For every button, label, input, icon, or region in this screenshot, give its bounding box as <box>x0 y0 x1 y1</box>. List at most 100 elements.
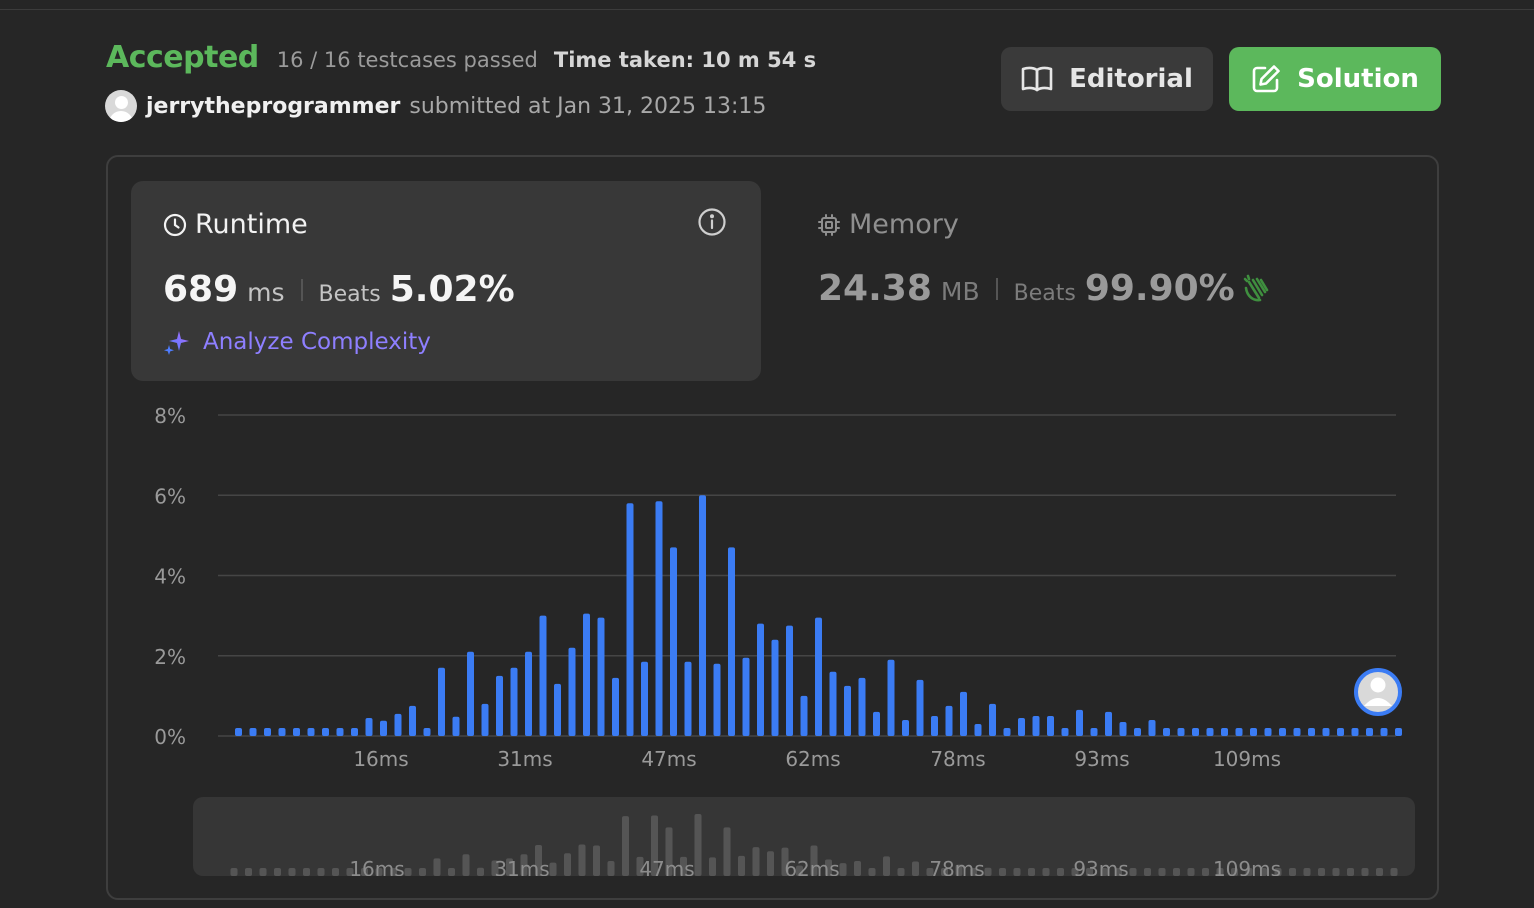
histogram-bar[interactable] <box>916 679 924 736</box>
histogram-bar[interactable] <box>1047 715 1054 736</box>
histogram-bar[interactable] <box>742 657 750 736</box>
histogram-bar[interactable] <box>438 667 445 736</box>
histogram-bar[interactable] <box>771 639 779 736</box>
histogram-bar[interactable] <box>1105 711 1112 736</box>
histogram-bar[interactable] <box>278 727 286 736</box>
histogram-bar[interactable] <box>713 663 721 736</box>
histogram-bar[interactable] <box>1221 727 1228 736</box>
histogram-bar[interactable] <box>525 651 532 736</box>
histogram-bar[interactable] <box>1395 727 1402 736</box>
histogram-bar[interactable] <box>655 501 663 736</box>
histogram-bar[interactable] <box>1032 715 1040 736</box>
user-position-marker[interactable] <box>1354 668 1402 716</box>
histogram-bar[interactable] <box>1076 709 1083 736</box>
histogram-bar[interactable] <box>670 547 677 736</box>
histogram-bar[interactable] <box>887 659 895 736</box>
histogram-bar[interactable] <box>510 667 518 736</box>
histogram-bar[interactable] <box>1163 727 1170 736</box>
overview-x-tick-label: 47ms <box>639 857 694 876</box>
histogram-bar[interactable] <box>467 651 474 736</box>
histogram-bar[interactable] <box>235 727 242 736</box>
histogram-bar[interactable] <box>757 623 764 736</box>
histogram-bar[interactable] <box>1380 727 1388 736</box>
histogram-bar[interactable] <box>1235 727 1243 736</box>
editorial-button[interactable]: Editorial <box>1001 47 1213 111</box>
histogram-bar[interactable] <box>597 617 605 736</box>
histogram-bar[interactable] <box>974 723 982 736</box>
histogram-bar[interactable] <box>829 671 837 736</box>
histogram-bar[interactable] <box>1322 727 1330 736</box>
info-icon[interactable] <box>697 207 727 237</box>
username-link[interactable]: jerrytheprogrammer <box>146 93 401 119</box>
histogram-bar[interactable] <box>394 713 402 736</box>
histogram-bar[interactable] <box>249 727 257 736</box>
histogram-bar[interactable] <box>612 677 619 736</box>
histogram-bar[interactable] <box>815 617 822 736</box>
histogram-bar[interactable] <box>684 661 692 736</box>
histogram-bar[interactable] <box>409 705 416 736</box>
analyze-complexity-link[interactable]: Analyze Complexity <box>163 327 431 357</box>
histogram-bar[interactable] <box>931 715 938 736</box>
histogram-bar[interactable] <box>873 711 880 736</box>
histogram-bar[interactable] <box>960 691 967 736</box>
histogram-bar[interactable] <box>1366 727 1373 736</box>
histogram-bar[interactable] <box>989 703 996 736</box>
histogram-bar[interactable] <box>1279 727 1286 736</box>
histogram-bar[interactable] <box>800 695 808 736</box>
histogram-bar[interactable] <box>728 547 735 736</box>
avatar[interactable] <box>105 90 137 122</box>
histogram-bar[interactable] <box>539 615 547 736</box>
histogram-bar[interactable] <box>365 717 373 736</box>
histogram-bar[interactable] <box>568 647 576 736</box>
histogram-bar[interactable] <box>1018 717 1025 736</box>
histogram-bar[interactable] <box>641 661 648 736</box>
histogram-bar[interactable] <box>1337 727 1344 736</box>
histogram-bar[interactable] <box>380 720 387 736</box>
histogram-bar[interactable] <box>1293 727 1301 736</box>
histogram-bar[interactable] <box>1061 727 1069 736</box>
histogram-bar[interactable] <box>1206 727 1214 736</box>
histogram-bar[interactable] <box>452 716 460 736</box>
histogram-bar[interactable] <box>496 675 503 736</box>
histogram-bar[interactable] <box>293 727 300 736</box>
histogram-bar[interactable] <box>336 727 344 736</box>
histogram-bar[interactable] <box>307 727 315 736</box>
overview-bar <box>1071 868 1079 876</box>
histogram-bar[interactable] <box>1148 719 1156 736</box>
histogram-bar[interactable] <box>1264 727 1272 736</box>
histogram-bar[interactable] <box>1090 727 1098 736</box>
histogram-bar[interactable] <box>583 613 590 736</box>
x-tick-label: 93ms <box>1074 747 1129 771</box>
histogram-bar[interactable] <box>945 705 953 736</box>
histogram-bar[interactable] <box>481 703 489 736</box>
histogram-bar[interactable] <box>699 495 706 736</box>
histogram-bar[interactable] <box>554 683 561 736</box>
histogram-bar[interactable] <box>1134 727 1141 736</box>
overview-x-tick-label: 78ms <box>929 857 984 876</box>
runtime-values: 689 ms Beats 5.02% <box>163 269 515 310</box>
histogram-bar[interactable] <box>902 719 909 736</box>
clock-icon <box>163 213 187 236</box>
histogram-bar[interactable] <box>786 625 793 736</box>
histogram-bar[interactable] <box>1351 727 1359 736</box>
memory-title[interactable]: Memory <box>817 209 959 240</box>
histogram-bar[interactable] <box>1308 727 1315 736</box>
analyze-complexity-label: Analyze Complexity <box>203 329 431 355</box>
histogram-bar[interactable] <box>858 677 866 736</box>
overview-bar <box>1289 868 1296 876</box>
histogram-bar[interactable] <box>844 685 851 736</box>
histogram-bar[interactable] <box>626 503 634 736</box>
histogram-bar[interactable] <box>1250 727 1257 736</box>
histogram-bar[interactable] <box>264 727 271 736</box>
solution-button[interactable]: Solution <box>1229 47 1441 111</box>
histogram-bar[interactable] <box>1119 721 1127 736</box>
divider <box>995 277 998 300</box>
histogram-bar[interactable] <box>1192 727 1199 736</box>
histogram-bar[interactable] <box>351 727 358 736</box>
histogram-bar[interactable] <box>1003 727 1011 736</box>
runtime-card[interactable]: Runtime 689 ms Beats 5.02% Analyze Compl… <box>131 181 761 381</box>
histogram-bar[interactable] <box>322 727 329 736</box>
histogram-bar[interactable] <box>423 727 431 736</box>
histogram-bar[interactable] <box>1177 727 1185 736</box>
runtime-overview-scroller[interactable]: 16ms 31ms 47ms 62ms 78ms 93ms 109ms <box>193 797 1415 876</box>
